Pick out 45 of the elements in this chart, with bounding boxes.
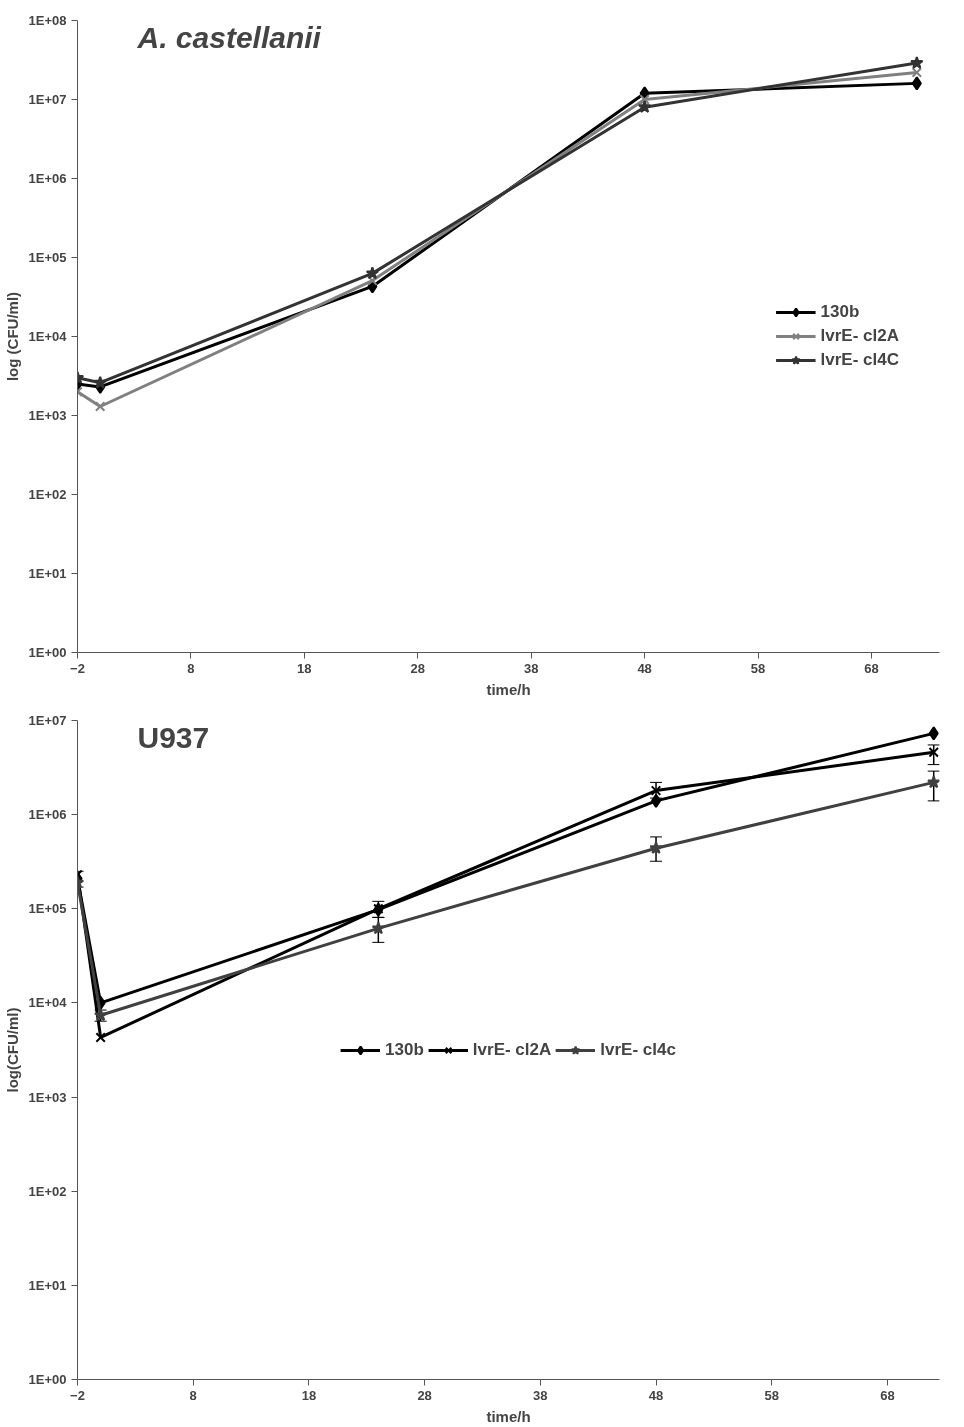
legend-label: 130b: [820, 302, 860, 322]
x-tick-label: 58: [764, 1387, 779, 1403]
legend-label: lvrE- cl4c: [600, 1039, 676, 1060]
x-axis-title: time/h: [486, 1407, 531, 1425]
x-tick-label: −2: [70, 660, 85, 676]
y-tick-label: 1E+03: [28, 1089, 67, 1105]
x-tick-label: 18: [301, 1387, 317, 1403]
y-tick-label: 1E+06: [28, 807, 67, 823]
x-tick-label: 8: [189, 1387, 197, 1403]
y-tick-label: 1E+04: [28, 329, 68, 344]
x-tick-label: 68: [864, 660, 879, 676]
legend-label: lvrE- cl4C: [820, 350, 899, 370]
y-tick-label: 1E+04: [28, 995, 68, 1011]
legend-label: lvrE- cl2A: [820, 326, 899, 346]
x-tick-label: −2: [70, 1387, 85, 1403]
x-axis-title: time/h: [486, 680, 531, 698]
x-tick-label: 48: [637, 660, 652, 676]
y-axis-title: log (CFU/ml): [3, 291, 21, 382]
x-tick-label: 58: [750, 660, 766, 676]
chart-title: A. castellanii: [136, 20, 322, 54]
y-tick-label: 1E+01: [28, 1277, 67, 1293]
x-tick-label: 8: [187, 660, 195, 676]
y-tick-label: 1E+02: [28, 1183, 67, 1199]
y-tick-label: 1E+07: [28, 92, 67, 107]
y-tick-label: 1E+00: [28, 645, 67, 660]
x-tick-label: 28: [410, 660, 425, 676]
y-tick-label: 1E+00: [28, 1372, 67, 1387]
y-tick-label: 1E+07: [28, 713, 67, 728]
x-tick-label: 38: [533, 1387, 548, 1403]
x-tick-label: 68: [880, 1387, 895, 1403]
x-tick-label: 18: [297, 660, 312, 676]
x-tick-label: 48: [648, 1387, 664, 1403]
y-tick-label: 1E+06: [28, 171, 67, 186]
legend-label: lvrE- cl2A: [472, 1039, 552, 1060]
y-tick-label: 1E+02: [28, 487, 67, 502]
y-tick-label: 1E+01: [28, 566, 67, 581]
y-tick-label: 1E+08: [28, 13, 67, 28]
y-tick-label: 1E+05: [28, 901, 67, 917]
y-tick-label: 1E+05: [28, 250, 67, 265]
x-tick-label: 38: [523, 660, 539, 676]
legend-label: 130b: [385, 1039, 424, 1060]
y-tick-label: 1E+03: [28, 408, 67, 423]
x-tick-label: 28: [417, 1387, 432, 1403]
y-axis-title: log(CFU/ml): [3, 1007, 21, 1093]
chart-title: U937: [137, 720, 210, 754]
